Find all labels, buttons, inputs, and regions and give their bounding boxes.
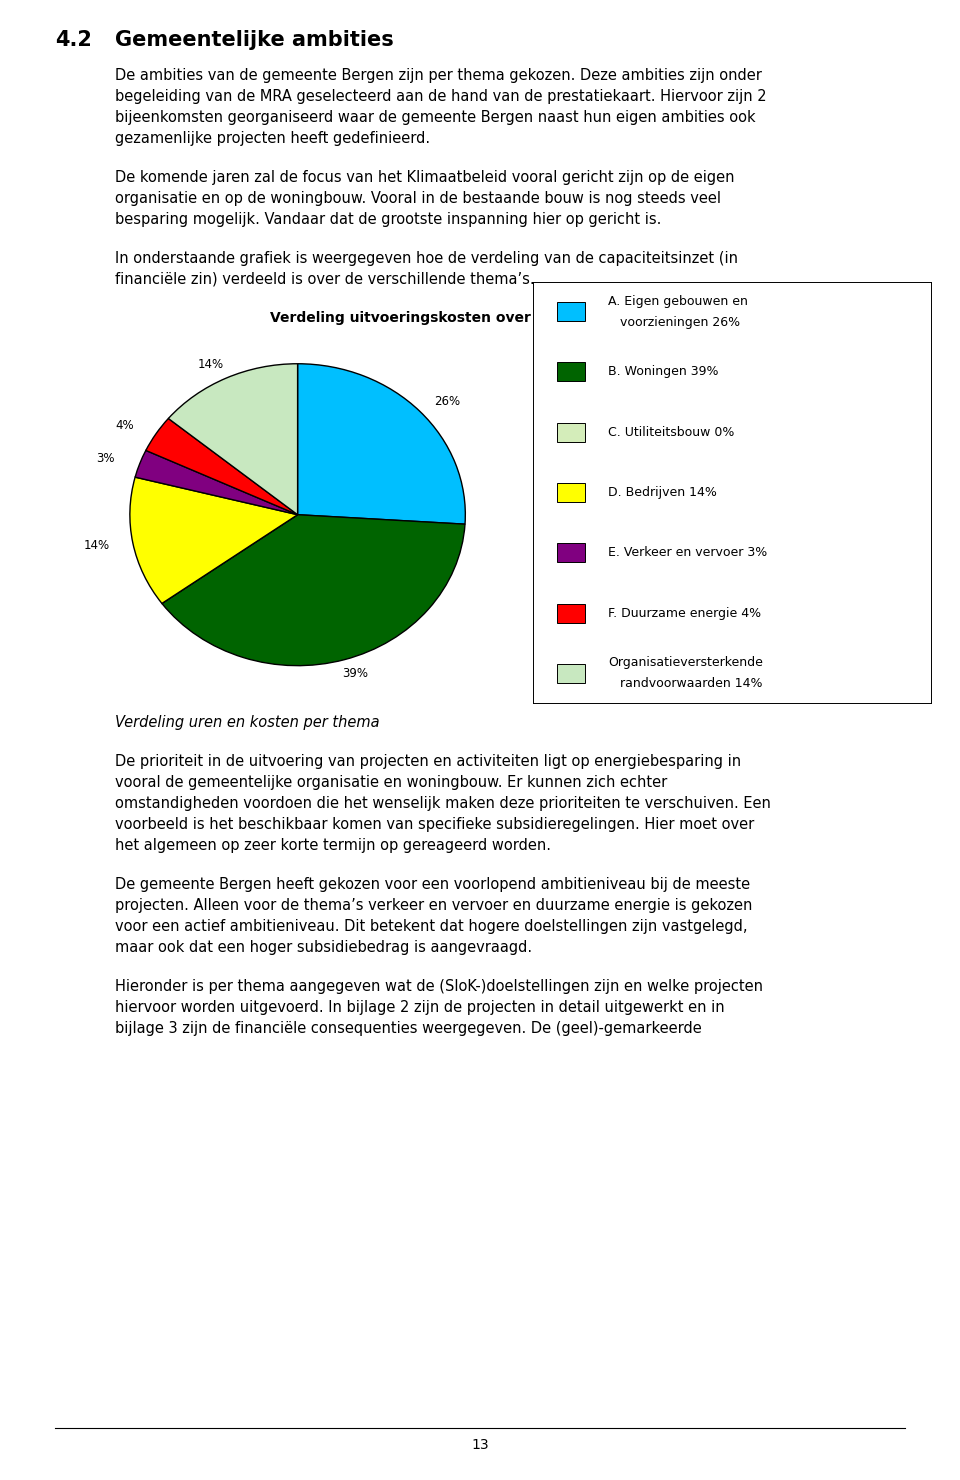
Text: Hieronder is per thema aangegeven wat de (SloK-)doelstellingen zijn en welke pro: Hieronder is per thema aangegeven wat de…: [115, 980, 763, 995]
Text: het algemeen op zeer korte termijn op gereageerd worden.: het algemeen op zeer korte termijn op ge…: [115, 838, 551, 854]
Text: gezamenlijke projecten heeft gedefinieerd.: gezamenlijke projecten heeft gedefinieer…: [115, 132, 430, 147]
Wedge shape: [298, 364, 466, 524]
Wedge shape: [130, 477, 298, 604]
Wedge shape: [162, 515, 465, 666]
Text: omstandigheden voordoen die het wenselijk maken deze prioriteiten te verschuiven: omstandigheden voordoen die het wenselij…: [115, 796, 771, 811]
Text: Gemeentelijke ambities: Gemeentelijke ambities: [115, 30, 394, 50]
Text: D. Bedrijven 14%: D. Bedrijven 14%: [609, 485, 717, 499]
Text: C. Utiliteitsbouw 0%: C. Utiliteitsbouw 0%: [609, 426, 734, 438]
Text: B. Woningen 39%: B. Woningen 39%: [609, 366, 719, 379]
Bar: [557, 665, 585, 682]
Text: Verdeling uitvoeringskosten over de th...: Verdeling uitvoeringskosten over de th..…: [270, 311, 592, 326]
Text: bijlage 3 zijn de financiële consequenties weergegeven. De (geel)-gemarkeerde: bijlage 3 zijn de financiële consequenti…: [115, 1021, 702, 1036]
Text: A. Eigen gebouwen en: A. Eigen gebouwen en: [609, 295, 749, 308]
Text: hiervoor worden uitgevoerd. In bijlage 2 zijn de projecten in detail uitgewerkt : hiervoor worden uitgevoerd. In bijlage 2…: [115, 1000, 725, 1015]
Text: 4%: 4%: [115, 419, 134, 432]
Text: financiële zin) verdeeld is over de verschillende thema’s.: financiële zin) verdeeld is over de vers…: [115, 272, 535, 287]
Text: 14%: 14%: [198, 358, 224, 371]
Wedge shape: [146, 419, 298, 515]
Text: randvoorwaarden 14%: randvoorwaarden 14%: [609, 678, 763, 690]
Text: De gemeente Bergen heeft gekozen voor een voorlopend ambitieniveau bij de meeste: De gemeente Bergen heeft gekozen voor ee…: [115, 878, 750, 892]
Text: begeleiding van de MRA geselecteerd aan de hand van de prestatiekaart. Hiervoor : begeleiding van de MRA geselecteerd aan …: [115, 89, 767, 104]
Text: In onderstaande grafiek is weergegeven hoe de verdeling van de capaciteitsinzet : In onderstaande grafiek is weergegeven h…: [115, 252, 738, 266]
Text: De ambities van de gemeente Bergen zijn per thema gekozen. Deze ambities zijn on: De ambities van de gemeente Bergen zijn …: [115, 68, 762, 83]
Text: organisatie en op de woningbouw. Vooral in de bestaande bouw is nog steeds veel: organisatie en op de woningbouw. Vooral …: [115, 191, 721, 206]
Text: 3%: 3%: [96, 451, 114, 465]
Text: E. Verkeer en vervoer 3%: E. Verkeer en vervoer 3%: [609, 546, 768, 559]
Text: F. Duurzame energie 4%: F. Duurzame energie 4%: [609, 607, 761, 620]
Text: 13: 13: [471, 1439, 489, 1452]
Text: 4.2: 4.2: [55, 30, 92, 50]
Text: De komende jaren zal de focus van het Klimaatbeleid vooral gericht zijn op de ei: De komende jaren zal de focus van het Kl…: [115, 170, 734, 185]
Bar: [557, 543, 585, 562]
Text: 26%: 26%: [434, 395, 460, 407]
Text: Verdeling uren en kosten per thema: Verdeling uren en kosten per thema: [115, 715, 379, 731]
Text: Organisatieversterkende: Organisatieversterkende: [609, 656, 763, 669]
Text: De prioriteit in de uitvoering van projecten en activiteiten ligt op energiebesp: De prioriteit in de uitvoering van proje…: [115, 755, 741, 770]
Text: 39%: 39%: [342, 667, 368, 681]
Bar: [557, 604, 585, 623]
Bar: [557, 482, 585, 502]
Text: 14%: 14%: [84, 539, 109, 552]
Text: bijeenkomsten georganiseerd waar de gemeente Bergen naast hun eigen ambities ook: bijeenkomsten georganiseerd waar de geme…: [115, 110, 756, 124]
Text: projecten. Alleen voor de thema’s verkeer en vervoer en duurzame energie is geko: projecten. Alleen voor de thema’s verkee…: [115, 898, 753, 913]
Text: besparing mogelijk. Vandaar dat de grootste inspanning hier op gericht is.: besparing mogelijk. Vandaar dat de groot…: [115, 212, 661, 226]
Text: voor een actief ambitieniveau. Dit betekent dat hogere doelstellingen zijn vastg: voor een actief ambitieniveau. Dit betek…: [115, 919, 748, 934]
Text: maar ook dat een hoger subsidiebedrag is aangevraagd.: maar ook dat een hoger subsidiebedrag is…: [115, 940, 532, 956]
Bar: [557, 423, 585, 441]
Bar: [557, 302, 585, 321]
Wedge shape: [168, 364, 298, 515]
Text: voorzieningen 26%: voorzieningen 26%: [609, 315, 740, 329]
Bar: [557, 363, 585, 382]
Wedge shape: [162, 515, 298, 604]
Text: voorbeeld is het beschikbaar komen van specifieke subsidieregelingen. Hier moet : voorbeeld is het beschikbaar komen van s…: [115, 817, 755, 832]
Wedge shape: [135, 450, 298, 515]
Text: vooral de gemeentelijke organisatie en woningbouw. Er kunnen zich echter: vooral de gemeentelijke organisatie en w…: [115, 776, 667, 790]
